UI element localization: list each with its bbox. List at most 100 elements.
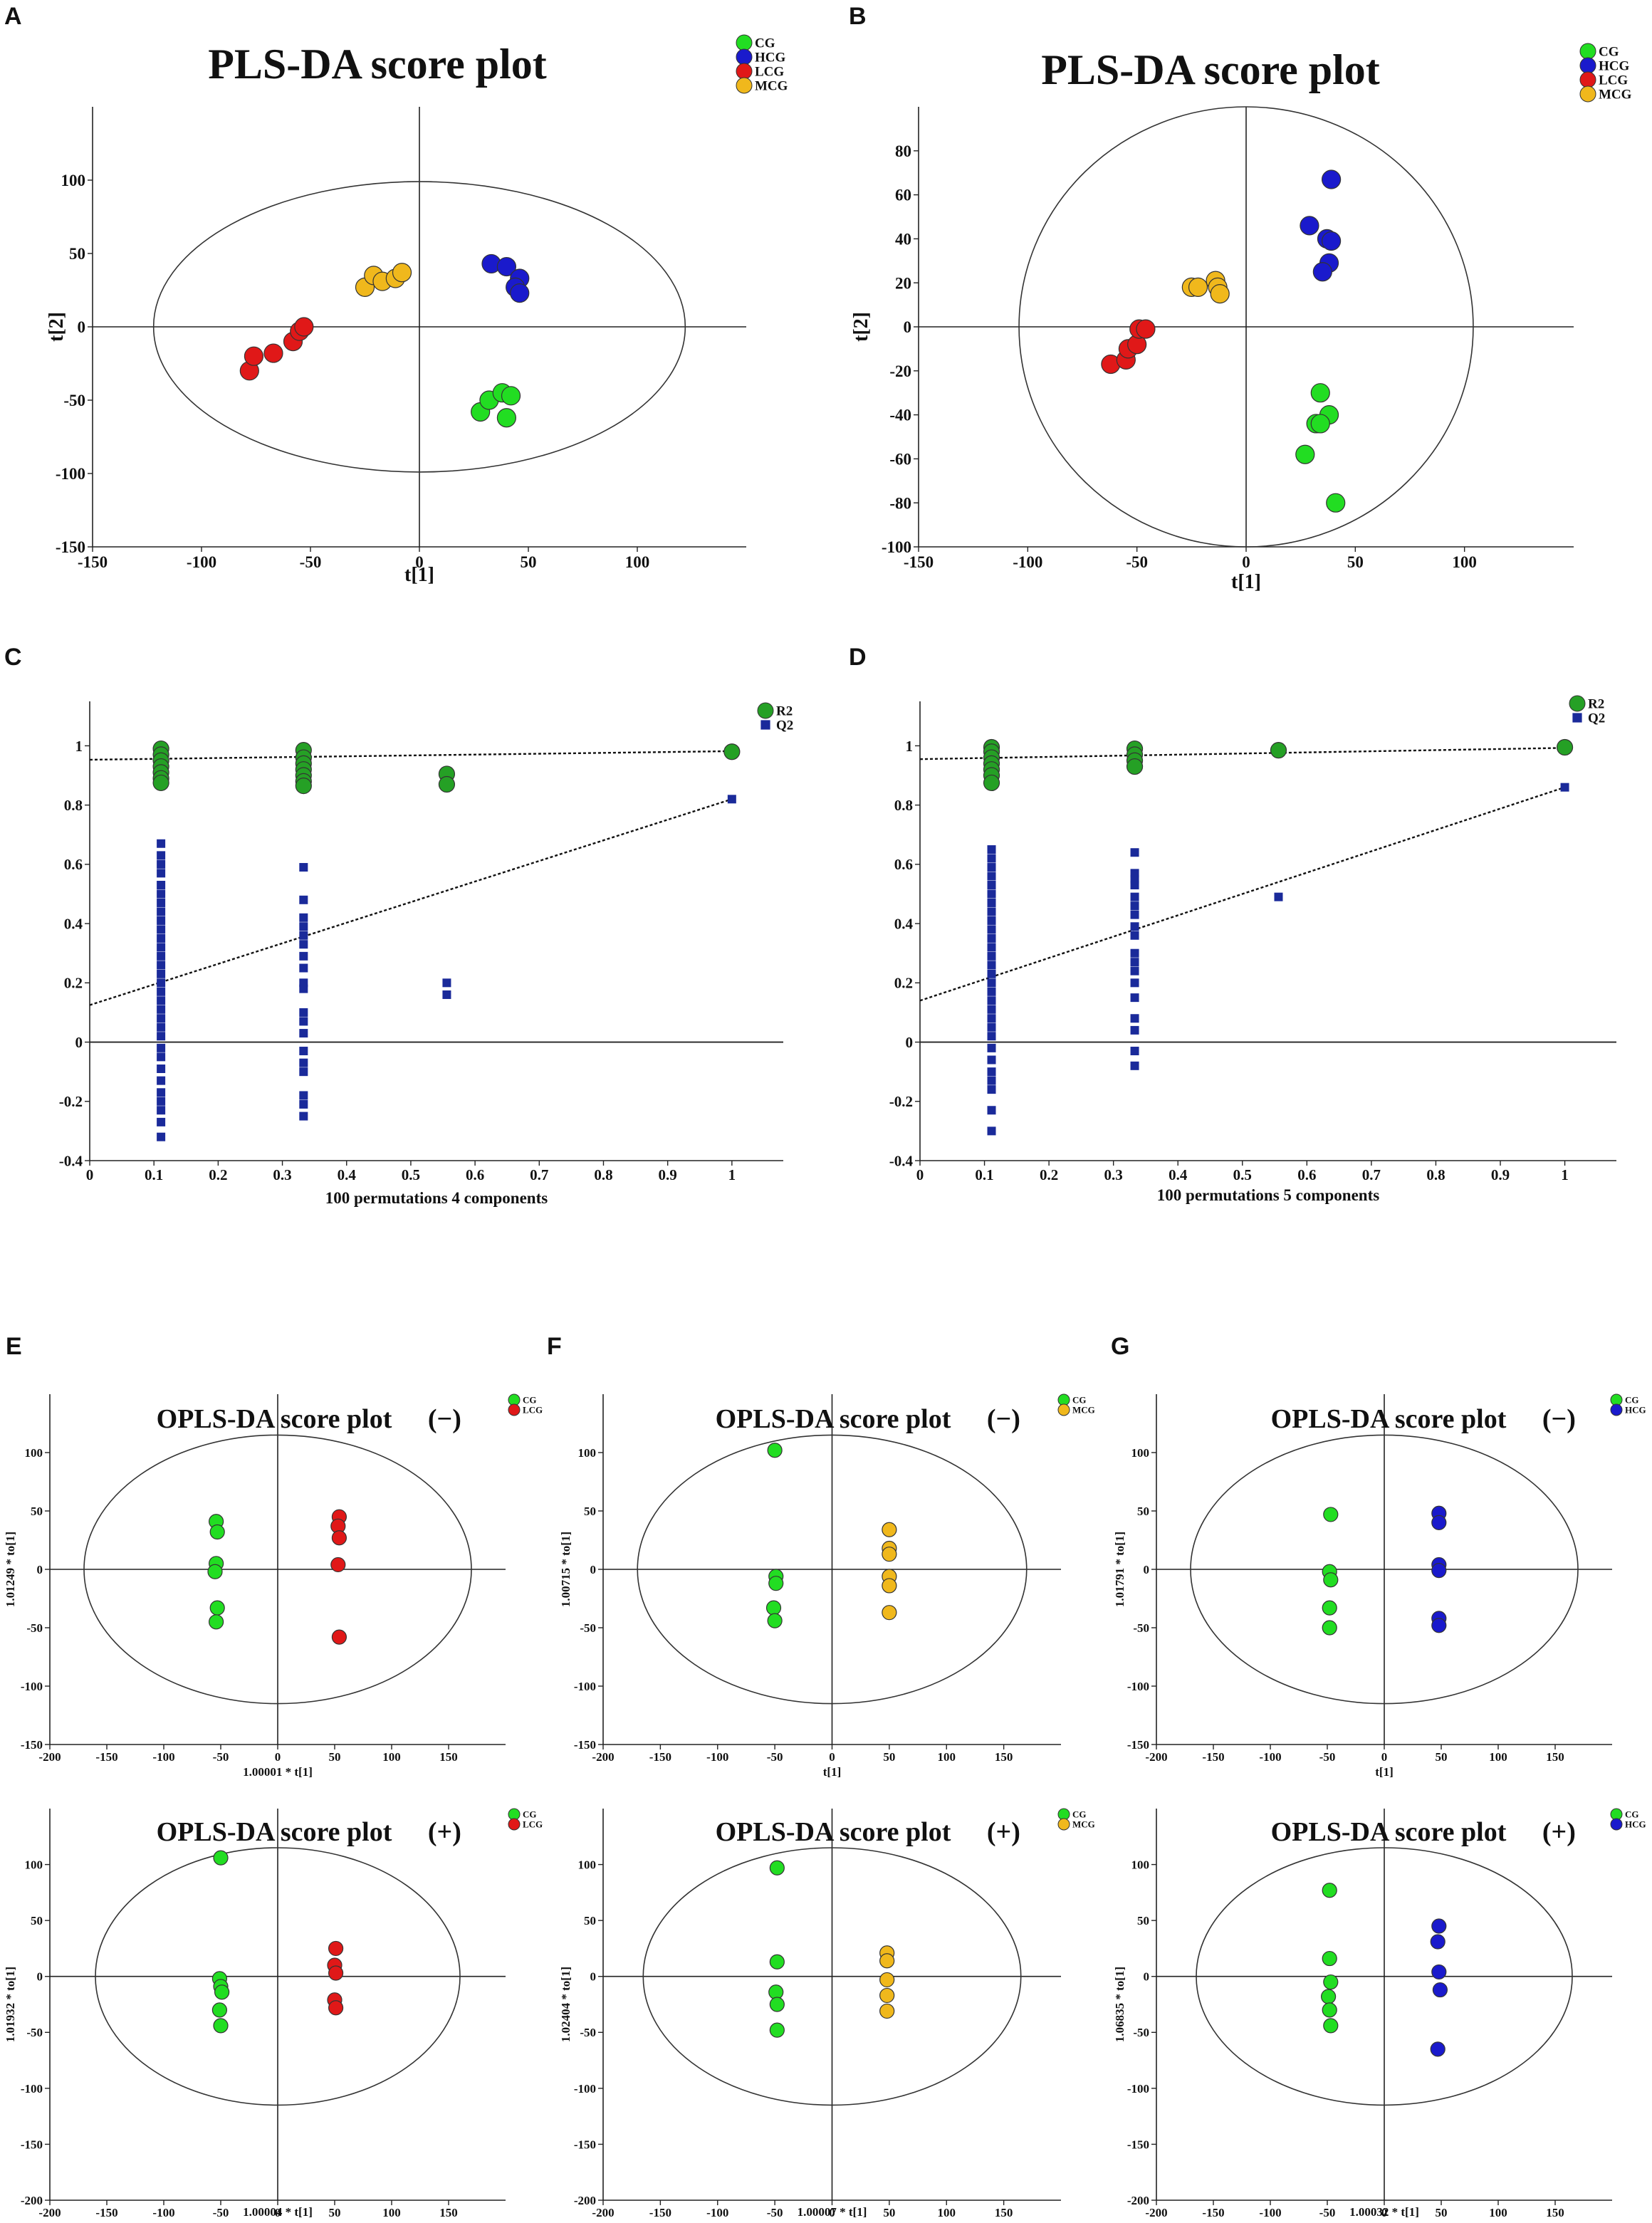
point-lcg [244,346,264,366]
confidence-ellipse [637,1434,1028,1705]
x-tick-label: 0.7 [530,1166,548,1183]
point-lcg [263,343,283,363]
legend-label-cg: CG [1072,1395,1087,1406]
x-tick-label: 100 [1489,1750,1507,1764]
y-tick-label: -0.4 [889,1152,914,1169]
confidence-ellipse [83,1434,472,1705]
point-lcg [328,1940,344,1957]
chart-a: -150 -100 -50 0 50 100 -150 -100 -50 0 50 100 PLS-DA… [46,34,788,586]
point-cg [213,2018,229,2034]
x-axis-label: 100 permutations 5 components [1157,1186,1379,1204]
x-axis-label: t[1] [1231,571,1261,593]
y-tick-label: -150 [1127,1738,1149,1752]
x-tick-label: -100 [187,553,216,571]
point-q2 [299,931,308,940]
x-tick-label: 0.5 [1233,1166,1252,1183]
point-cg [209,1614,224,1630]
legend-marker-cg [1579,43,1596,60]
point-q2 [299,863,308,872]
y-tick-label: -50 [1133,2026,1149,2039]
chart-title: OPLS-DA score plot [1271,1817,1507,1847]
y-tick-label: 0.2 [894,975,913,992]
q2-regression-line [919,786,1565,1002]
legend-label-cg: CG [523,1395,537,1406]
y-tick-label: -60 [889,450,911,468]
ion-mode-label: (+) [1542,1817,1576,1847]
x-tick-label: -200 [38,2206,61,2219]
ion-mode-label: (−) [987,1404,1020,1434]
y-tick-label: -0.4 [59,1152,83,1169]
point-cg [1322,1950,1337,1967]
point-q2 [987,845,996,854]
y-axis-label: 1.00715 * to[1] [559,1532,573,1607]
point-lcg [328,2000,344,2016]
x-tick-label: 100 [382,1750,401,1764]
point-cg [1326,493,1346,513]
chart-e1: -200 -150 -100 -50 0 50 100 150-150-100-5005010… [4,1393,543,1779]
point-q2 [987,1076,996,1085]
legend-marker-q2 [1572,713,1582,723]
panel-label-a: A [4,3,22,30]
point-q2 [299,895,308,904]
x-tick-label: 50 [329,1750,341,1764]
x-tick-label: 150 [1546,2206,1564,2219]
x-tick-label: 0 [829,1750,835,1764]
point-cg [1322,1600,1337,1616]
legend-label-cg: CG [1599,45,1619,60]
x-tick-label: -150 [95,2206,117,2219]
point-q2 [1130,922,1139,931]
point-mcg [882,1522,897,1537]
legend-marker-lcg [508,1403,521,1416]
point-q2 [987,872,996,881]
point-hcg [496,256,517,277]
point-cg [207,1564,223,1579]
x-tick-label: 100 [625,553,650,571]
legend-marker-lcg [508,1818,521,1831]
y-tick-label: -40 [889,407,911,424]
x-tick-label: -150 [95,1750,117,1764]
x-tick-label: 100 [938,2206,956,2219]
chart-title: OPLS-DA score plot [716,1404,951,1434]
confidence-ellipse [1190,1434,1579,1705]
x-tick-label: 150 [439,2206,458,2219]
r2-regression-line [89,750,732,761]
y-tick-label: -50 [1133,1621,1149,1635]
y-tick-label: -150 [574,2138,596,2151]
r2-regression-line [919,747,1565,760]
point-q2 [157,996,166,1005]
x-tick-label: 0.9 [659,1166,677,1183]
y-axis-label: t[2] [850,312,872,342]
point-cg [1310,383,1330,403]
y-tick-label: -150 [1127,2138,1149,2151]
legend-label-cg: CG [755,36,775,51]
x-tick-label: 0.4 [338,1166,357,1183]
y-tick-label: -100 [882,538,911,556]
point-cg [213,1850,229,1866]
y-tick-label: -100 [1127,2082,1149,2096]
point-q2 [157,978,166,988]
point-q2 [442,990,451,999]
point-q2 [987,933,996,943]
point-q2 [299,1047,308,1056]
y-tick-label: 0 [590,1563,597,1576]
point-q2 [987,943,996,952]
y-tick-label: 0 [75,1034,83,1051]
point-hcg [1431,1618,1447,1633]
point-q2 [987,996,996,1005]
point-mcg [1188,277,1208,297]
x-tick-label: 100 [382,2206,401,2219]
y-tick-label: 40 [895,230,911,248]
panel-label-c: C [4,644,22,671]
point-r2 [723,743,741,760]
y-tick-label: -150 [56,538,85,556]
point-q2 [442,978,451,988]
point-hcg [1300,216,1319,236]
point-r2 [1556,738,1574,756]
point-hcg [510,283,530,303]
legend-label-cg: CG [1625,1809,1639,1820]
legend-marker-lcg [736,63,753,80]
y-tick-label: 100 [1131,1858,1150,1872]
chart-e2: -200 -150 -100 -50 0 50 100 150 -200 -150 -100 -50 0… [4,1808,543,2219]
legend-marker-mcg [1057,1818,1070,1831]
point-hcg [1321,169,1342,189]
